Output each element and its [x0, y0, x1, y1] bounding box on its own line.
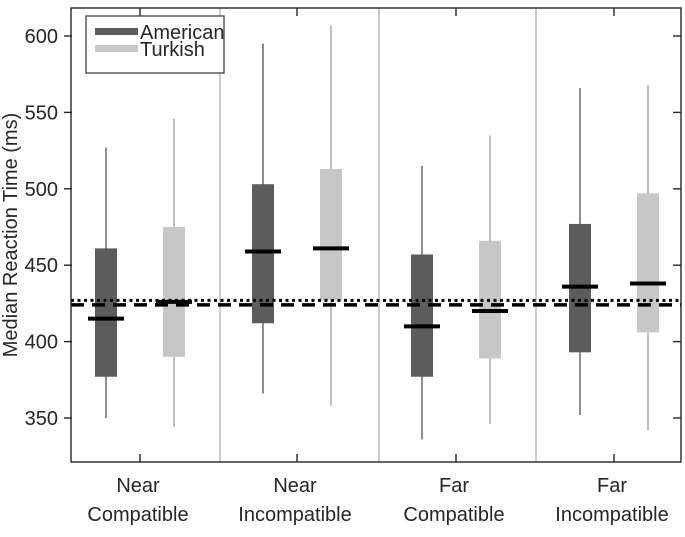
legend-label-american: American [140, 22, 224, 44]
x-category-line2-2: Compatible [403, 504, 504, 526]
y-tick-label-500: 500 [25, 179, 58, 201]
y-tick-label-550: 550 [25, 102, 58, 124]
x-category-line2-3: Incompatible [555, 504, 668, 526]
legend: American Turkish [85, 15, 225, 74]
y-tick-label-450: 450 [25, 255, 58, 277]
x-category-line2-1: Incompatible [238, 504, 351, 526]
x-category-line2-0: Compatible [87, 504, 188, 526]
box-american-0 [95, 248, 117, 377]
y-tick-label-350: 350 [25, 408, 58, 430]
x-category-line1-1: Near [273, 475, 317, 497]
x-category-line1-2: Far [439, 475, 469, 497]
legend-swatch-american [95, 28, 138, 35]
box-turkish-1 [320, 168, 342, 301]
x-category-line1-0: Near [116, 475, 160, 497]
y-tick-label-600: 600 [25, 26, 58, 48]
box-turkish-3 [637, 193, 659, 333]
box-american-2 [411, 254, 433, 377]
legend-box [85, 15, 225, 74]
y-tick-label-400: 400 [25, 332, 58, 354]
box-american-1 [252, 184, 274, 324]
y-axis-title: Median Reaction Time (ms) [0, 113, 22, 358]
legend-label-turkish: Turkish [140, 39, 205, 61]
x-category-line1-3: Far [597, 475, 627, 497]
legend-swatch-turkish [95, 45, 138, 52]
box-turkish-0 [163, 227, 185, 357]
axes-box [70, 7, 682, 463]
plot-area: 350 400 450 500 550 600 Near Compatible Near Inco… [25, 7, 682, 526]
